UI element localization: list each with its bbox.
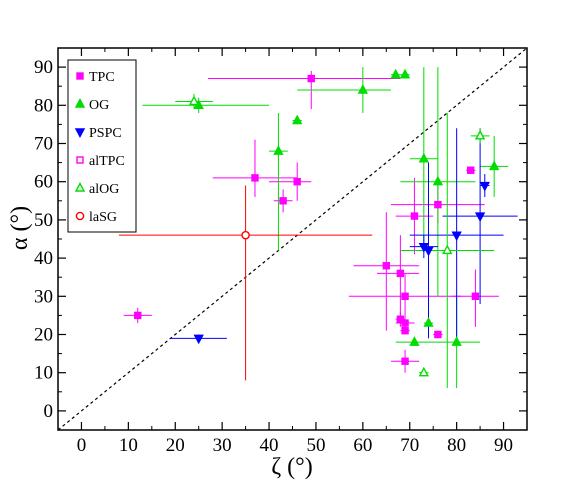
data-point — [273, 145, 284, 155]
reference-diagonal-line — [57, 47, 528, 431]
y-tick-label: 40 — [34, 248, 53, 269]
data-point — [474, 129, 486, 140]
legend: TPC OG PSPC alTPC alOG laSG — [67, 59, 137, 233]
data-point — [401, 326, 409, 335]
y-tick-label: 30 — [34, 286, 53, 307]
data-point — [423, 246, 434, 257]
data-markers — [134, 68, 500, 377]
x-tick-label: 10 — [119, 435, 138, 456]
y-tick-label: 50 — [34, 210, 53, 231]
legend-marker — [74, 98, 86, 108]
data-point — [418, 366, 429, 377]
legend-marker — [74, 128, 86, 138]
data-point — [188, 95, 200, 106]
legend-entry: laSG — [89, 210, 117, 225]
data-point — [432, 175, 444, 186]
data-point — [292, 114, 303, 125]
data-point — [279, 197, 287, 205]
x-tick-label: 0 — [77, 435, 87, 456]
x-tick-label: 40 — [260, 435, 279, 456]
legend-marker — [75, 211, 85, 221]
tick-labels: 0 10 20 30 40 50 60 70 80 90 0 10 20 30 40 50 60 70 80 90 — [34, 57, 513, 456]
x-tick-label: 20 — [166, 435, 185, 456]
data-point — [451, 231, 462, 242]
y-tick-label: 60 — [34, 172, 53, 193]
x-tick-label: 70 — [400, 435, 419, 456]
y-tick-label: 90 — [34, 57, 53, 78]
legend-marker — [74, 182, 86, 192]
data-point — [451, 336, 462, 346]
y-tick-label: 20 — [34, 325, 53, 346]
legend-marker — [76, 156, 84, 164]
legend-entry: alOG — [89, 182, 119, 197]
data-point — [357, 84, 369, 94]
x-tick-label: 80 — [447, 435, 466, 456]
data-point — [193, 334, 204, 345]
data-point — [489, 160, 500, 171]
x-axis-label: ζ (°) — [271, 454, 313, 480]
data-point — [474, 212, 486, 223]
data-point — [410, 212, 419, 220]
data-point — [434, 200, 442, 209]
y-tick-label: 70 — [34, 134, 53, 155]
data-point — [396, 269, 405, 278]
axis-ticks — [57, 47, 528, 431]
x-tick-label: 90 — [494, 435, 513, 456]
legend-entry: PSPC — [89, 126, 122, 141]
data-point — [396, 315, 405, 323]
x-tick-label: 60 — [353, 435, 372, 456]
data-point — [442, 244, 453, 255]
data-point — [307, 74, 315, 83]
y-axis-label: α (°) — [7, 206, 33, 250]
data-point — [401, 292, 409, 300]
data-point — [467, 166, 475, 174]
data-point — [401, 319, 409, 327]
y-tick-label: 80 — [34, 95, 53, 116]
data-point — [241, 230, 250, 240]
legend-entry: OG — [89, 98, 109, 113]
legend-entry: alTPC — [89, 154, 125, 169]
data-point — [418, 152, 429, 163]
data-point — [134, 311, 142, 320]
data-point — [251, 174, 259, 182]
legend-box — [67, 59, 137, 233]
data-point — [471, 292, 480, 300]
legend-entry: TPC — [89, 70, 115, 85]
data-point — [382, 262, 390, 270]
y-tick-label: 0 — [44, 401, 54, 422]
x-tick-label: 50 — [306, 435, 325, 456]
data-point — [390, 68, 401, 79]
data-point — [409, 336, 420, 346]
data-point — [293, 177, 301, 186]
data-point — [423, 317, 434, 327]
legend-marker — [76, 72, 84, 80]
data-point — [434, 330, 442, 339]
data-point — [479, 181, 490, 192]
data-point — [399, 68, 411, 79]
x-tick-label: 30 — [213, 435, 232, 456]
y-tick-label: 10 — [34, 363, 53, 384]
data-point — [401, 357, 409, 365]
